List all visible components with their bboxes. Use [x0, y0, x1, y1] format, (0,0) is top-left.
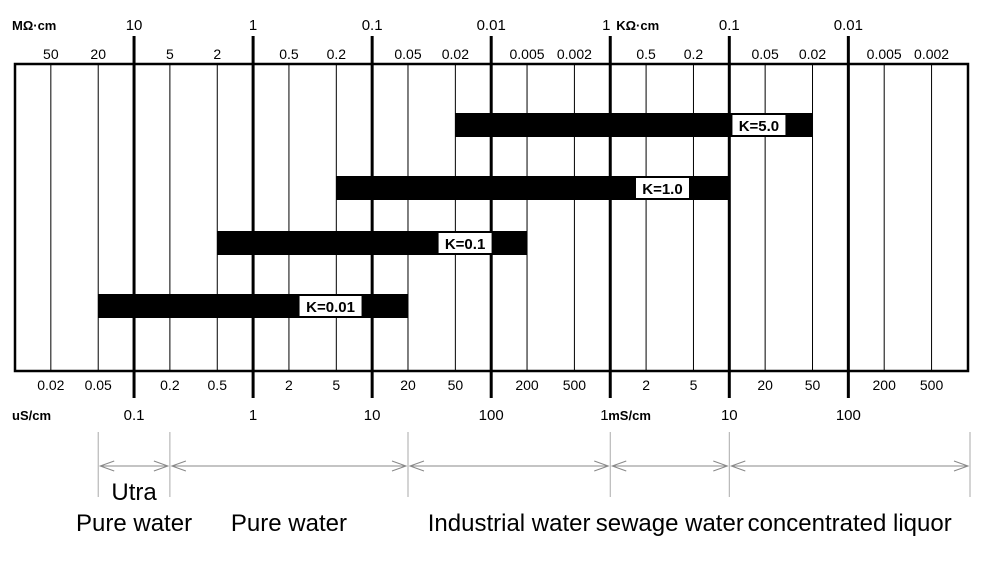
conductivity-tick-label: 50: [805, 377, 821, 393]
region-arrowhead: [953, 460, 970, 472]
resistivity-tick-label: 0.005: [867, 46, 902, 62]
electrode-bar-label: K=0.1: [445, 236, 485, 253]
resistivity-tick-label: 2: [213, 46, 221, 62]
resistivity-tick-label: 0.05: [394, 46, 421, 62]
conductivity-tick-label: 2: [285, 377, 293, 393]
resistivity-decade-label: 10: [126, 17, 143, 34]
conductivity-unit-label-mid: mS/cm: [608, 408, 651, 423]
resistivity-decade-label: 1: [249, 17, 257, 34]
electrode-bar-label-box: [438, 233, 492, 253]
conductivity-tick-label: 20: [400, 377, 416, 393]
resistivity-tick-label: 0.2: [327, 46, 347, 62]
region-label: sewage water: [596, 510, 744, 537]
conductivity-tick-label: 500: [920, 377, 944, 393]
axis-labels: MΩ·cm 10 1 0.1 0.01 1 KΩ·cm 0.1 0.01 50 20 5 2 0.5 0.2…: [12, 17, 949, 424]
region-arrowhead: [408, 460, 425, 472]
conductivity-tick-label: 50: [448, 377, 464, 393]
application-regions: Utra Pure water Pure water Industrial water…: [76, 432, 971, 537]
conductivity-tick-label: 5: [690, 377, 698, 393]
conductivity-tick-label: 200: [873, 377, 897, 393]
resistivity-decade-label: 0.1: [719, 17, 740, 34]
resistivity-tick-label: 50: [43, 46, 59, 62]
region-label: Pure water: [76, 510, 192, 537]
region-label: Industrial water: [428, 510, 591, 537]
resistivity-tick-label: 0.5: [279, 46, 299, 62]
resistivity-decade-label: 0.01: [834, 17, 863, 34]
resistivity-tick-label: 0.002: [914, 46, 949, 62]
region-label: Pure water: [231, 510, 347, 537]
conductivity-tick-label: 20: [757, 377, 773, 393]
resistivity-tick-label: 0.2: [684, 46, 704, 62]
electrode-bar-label-box: [635, 178, 689, 198]
electrode-bar-label: K=1.0: [642, 181, 682, 198]
resistivity-unit-label-mid: KΩ·cm: [616, 18, 659, 33]
region-arrowhead: [170, 460, 187, 472]
conductivity-decade-label: 10: [364, 407, 381, 424]
region-arrowhead: [713, 460, 729, 472]
resistivity-tick-label: 0.002: [557, 46, 592, 62]
grid: [13, 36, 970, 398]
conductivity-decade-label: 100: [836, 407, 861, 424]
conductivity-decade-label: 1: [600, 407, 608, 424]
resistivity-decade-label: 0.1: [362, 17, 383, 34]
conductivity-decade-label: 1: [249, 407, 257, 424]
resistivity-tick-label: 20: [90, 46, 106, 62]
conductivity-tick-label: 500: [563, 377, 587, 393]
resistivity-decade-label: 0.01: [477, 17, 506, 34]
resistivity-tick-label: 5: [166, 46, 174, 62]
resistivity-tick-label: 0.5: [636, 46, 656, 62]
region-arrowhead: [594, 460, 610, 472]
region-arrowhead: [98, 460, 115, 472]
resistivity-unit-label: MΩ·cm: [12, 18, 56, 33]
resistivity-tick-label: 0.05: [752, 46, 779, 62]
conductivity-decade-label: 10: [721, 407, 738, 424]
resistivity-decade-label: 1: [602, 17, 610, 34]
conductivity-decade-label: 0.1: [124, 407, 145, 424]
electrode-bar-label-box: [299, 296, 362, 316]
electrode-bar-label: K=5.0: [739, 118, 779, 135]
region-arrowhead: [729, 460, 746, 472]
region-label: Utra: [111, 479, 157, 506]
resistivity-tick-label: 0.02: [799, 46, 826, 62]
electrode-bars: K=5.0 K=1.0 K=0.1 K=0.01: [98, 113, 813, 318]
electrode-bar-label: K=0.01: [306, 299, 355, 316]
conductivity-decade-label: 100: [479, 407, 504, 424]
conductivity-tick-label: 0.5: [208, 377, 228, 393]
conductivity-tick-label: 0.05: [85, 377, 112, 393]
region-arrowhead: [153, 460, 170, 472]
electrode-bar-label-box: [732, 115, 786, 135]
region-arrowhead: [610, 460, 627, 472]
conductivity-unit-label: uS/cm: [12, 408, 51, 423]
conductivity-tick-label: 2: [642, 377, 650, 393]
conductivity-tick-label: 5: [332, 377, 340, 393]
conductivity-tick-label: 0.02: [37, 377, 64, 393]
resistivity-tick-label: 0.02: [442, 46, 469, 62]
conductivity-tick-label: 200: [515, 377, 539, 393]
conductivity-tick-label: 0.2: [160, 377, 180, 393]
resistivity-tick-label: 0.005: [510, 46, 545, 62]
region-label: concentrated liquor: [748, 510, 952, 537]
region-arrowhead: [391, 460, 408, 472]
